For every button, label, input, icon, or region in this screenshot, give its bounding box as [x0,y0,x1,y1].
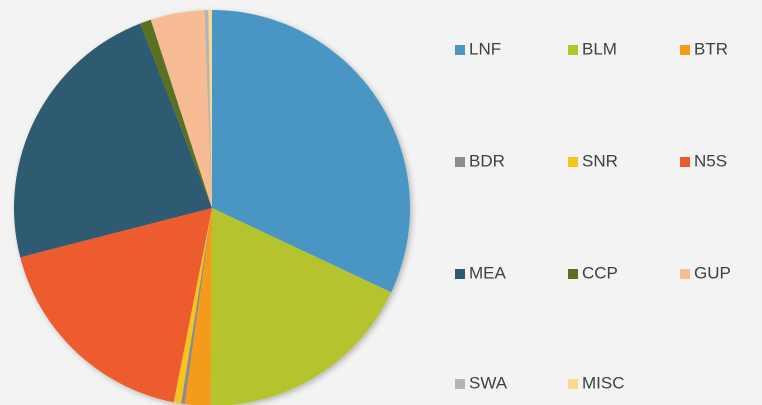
legend-label: MEA [469,263,507,282]
pie-slice [20,208,212,403]
pie-slice [210,208,392,405]
legend-swatch [455,379,465,389]
pie-slice [181,208,212,405]
legend-label: BTR [694,39,728,58]
legend-label: MISC [582,373,625,392]
legend: LNF BLM BTR BDR SNR N5S MEA CCP GUP SWA MISC [455,39,731,392]
legend-swatch [568,157,578,167]
legend-label: GUP [694,263,731,282]
pie [14,10,410,405]
pie-slice [14,23,213,258]
legend-swatch [455,157,465,167]
legend-swatch [680,157,690,167]
legend-label: SWA [469,373,508,392]
pie-slice [212,10,410,293]
pie-slice [173,208,212,404]
pie-slice [150,10,212,208]
legend-label: BLM [582,39,617,58]
legend-swatch [680,45,690,55]
pie-slice [208,10,212,208]
pie-slice [140,19,212,208]
legend-swatch [680,269,690,279]
legend-label: BDR [469,151,505,170]
legend-label: SNR [582,151,618,170]
legend-swatch [568,269,578,279]
legend-swatch [568,45,578,55]
legend-label: N5S [694,151,727,170]
pie-slice [184,208,212,405]
legend-label: CCP [582,263,618,282]
legend-swatch [455,269,465,279]
legend-swatch [455,45,465,55]
pie-slice [204,10,212,209]
legend-swatch [568,379,578,389]
legend-label: LNF [469,39,501,58]
